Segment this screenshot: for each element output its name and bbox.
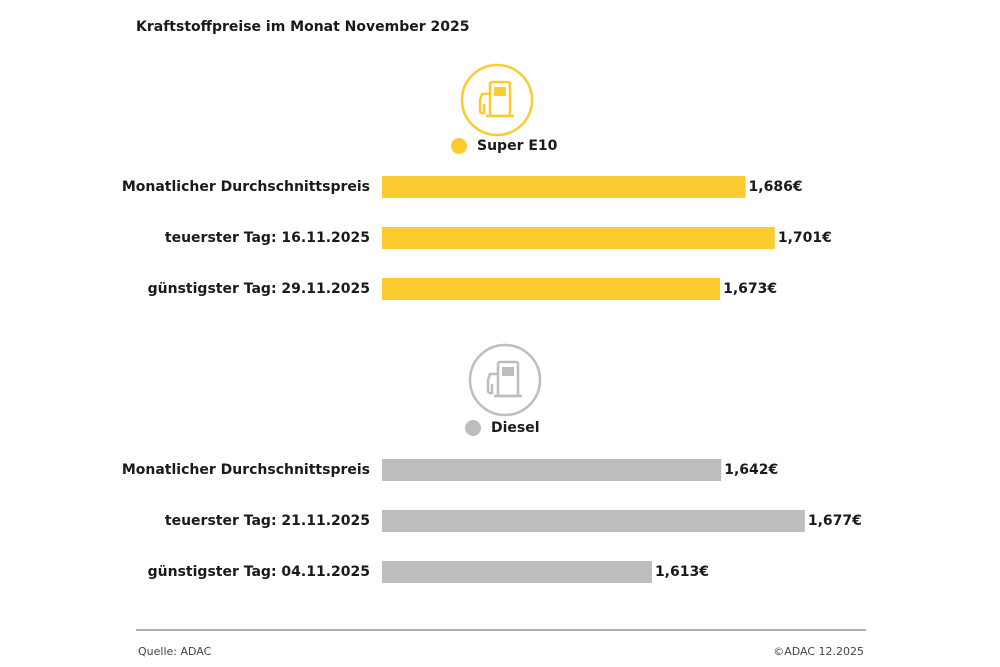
- legend-label: Diesel: [491, 420, 540, 436]
- bar: [382, 561, 652, 583]
- bar: [382, 510, 805, 532]
- category-label: teuerster Tag: 21.11.2025: [165, 513, 370, 529]
- category-label: günstigster Tag: 29.11.2025: [148, 281, 370, 297]
- bar: [382, 227, 775, 249]
- source: Quelle: ADAC: [138, 645, 212, 658]
- value-label: 1,613€: [655, 564, 709, 580]
- category-label: teuerster Tag: 16.11.2025: [165, 230, 370, 246]
- bar: [382, 278, 721, 300]
- chart-title: Kraftstoffpreise im Monat November 2025: [136, 19, 469, 35]
- value-label: 1,673€: [723, 281, 777, 297]
- legend-dot: [451, 138, 467, 154]
- category-label: Monatlicher Durchschnittspreis: [122, 179, 370, 195]
- copyright: ©ADAC 12.2025: [773, 645, 864, 658]
- value-label: 1,677€: [808, 513, 862, 529]
- icon-diesel: [468, 343, 542, 417]
- value-label: 1,701€: [778, 230, 832, 246]
- category-label: günstigster Tag: 04.11.2025: [148, 564, 370, 580]
- icon-e10: [460, 63, 534, 137]
- bar: [382, 176, 746, 198]
- category-label: Monatlicher Durchschnittspreis: [122, 462, 370, 478]
- value-label: 1,642€: [724, 462, 778, 478]
- bar: [382, 459, 722, 481]
- legend-label: Super E10: [477, 138, 558, 154]
- value-label: 1,686€: [749, 179, 803, 195]
- legend-dot: [465, 420, 481, 436]
